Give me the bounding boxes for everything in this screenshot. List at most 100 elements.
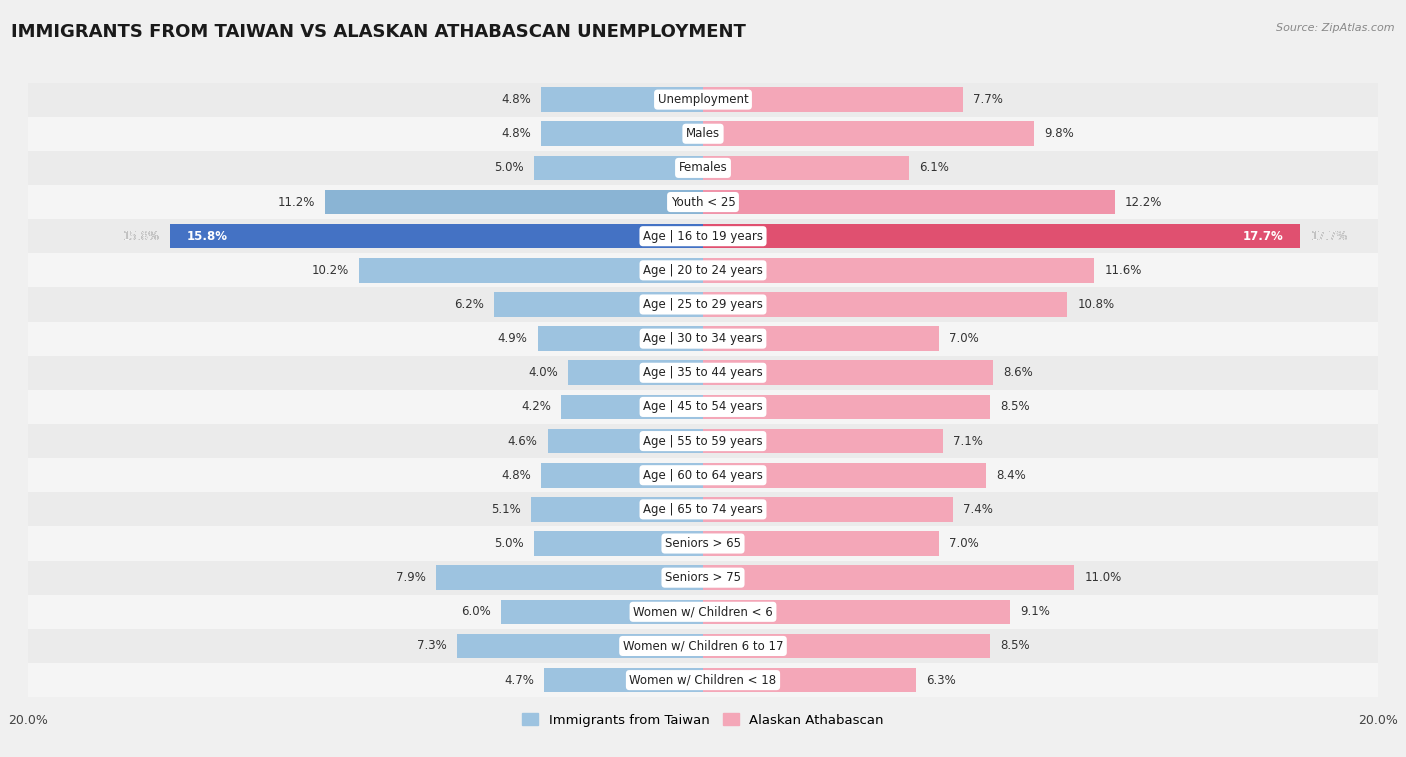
Text: 11.0%: 11.0% xyxy=(1084,572,1122,584)
Bar xyxy=(359,258,703,282)
Text: 15.8%: 15.8% xyxy=(122,229,160,243)
Bar xyxy=(541,463,703,488)
Bar xyxy=(28,458,1378,492)
Bar xyxy=(537,326,703,351)
Text: Seniors > 75: Seniors > 75 xyxy=(665,572,741,584)
Text: 4.9%: 4.9% xyxy=(498,332,527,345)
Bar xyxy=(703,531,939,556)
Bar xyxy=(548,428,703,453)
Text: 10.2%: 10.2% xyxy=(312,264,349,277)
Text: 7.0%: 7.0% xyxy=(949,332,979,345)
Text: 5.0%: 5.0% xyxy=(495,161,524,174)
Text: Age | 60 to 64 years: Age | 60 to 64 years xyxy=(643,469,763,481)
Text: 8.5%: 8.5% xyxy=(1000,400,1029,413)
Bar xyxy=(28,663,1378,697)
Bar xyxy=(28,151,1378,185)
Bar xyxy=(568,360,703,385)
Text: 17.7%: 17.7% xyxy=(1310,229,1348,243)
Text: 8.6%: 8.6% xyxy=(1004,366,1033,379)
Bar xyxy=(703,258,1094,282)
Bar xyxy=(494,292,703,316)
Legend: Immigrants from Taiwan, Alaskan Athabascan: Immigrants from Taiwan, Alaskan Athabasc… xyxy=(517,708,889,732)
Text: Age | 45 to 54 years: Age | 45 to 54 years xyxy=(643,400,763,413)
Bar xyxy=(703,428,942,453)
Text: Males: Males xyxy=(686,127,720,140)
Text: 7.9%: 7.9% xyxy=(396,572,426,584)
Text: Women w/ Children 6 to 17: Women w/ Children 6 to 17 xyxy=(623,640,783,653)
Bar xyxy=(703,497,953,522)
Text: Youth < 25: Youth < 25 xyxy=(671,195,735,208)
Bar xyxy=(501,600,703,624)
Bar xyxy=(457,634,703,659)
Bar xyxy=(544,668,703,693)
Text: 7.7%: 7.7% xyxy=(973,93,1002,106)
Text: 7.1%: 7.1% xyxy=(953,435,983,447)
Bar xyxy=(703,668,915,693)
Bar xyxy=(703,463,987,488)
Bar xyxy=(703,634,990,659)
Text: 15.8%: 15.8% xyxy=(187,229,228,243)
Text: 11.2%: 11.2% xyxy=(277,195,315,208)
Bar xyxy=(28,117,1378,151)
Text: 8.4%: 8.4% xyxy=(997,469,1026,481)
Text: Age | 20 to 24 years: Age | 20 to 24 years xyxy=(643,264,763,277)
Bar xyxy=(325,190,703,214)
Text: Age | 30 to 34 years: Age | 30 to 34 years xyxy=(643,332,763,345)
Text: Source: ZipAtlas.com: Source: ZipAtlas.com xyxy=(1277,23,1395,33)
Text: Women w/ Children < 6: Women w/ Children < 6 xyxy=(633,606,773,618)
Text: 17.7%: 17.7% xyxy=(1243,229,1284,243)
Bar xyxy=(28,629,1378,663)
Text: Age | 65 to 74 years: Age | 65 to 74 years xyxy=(643,503,763,516)
Bar xyxy=(703,292,1067,316)
Bar xyxy=(28,526,1378,561)
Bar xyxy=(703,360,993,385)
Text: 4.7%: 4.7% xyxy=(505,674,534,687)
Text: 7.3%: 7.3% xyxy=(416,640,447,653)
Bar xyxy=(28,424,1378,458)
Bar xyxy=(28,561,1378,595)
Text: Unemployment: Unemployment xyxy=(658,93,748,106)
Bar xyxy=(436,565,703,590)
Text: 7.0%: 7.0% xyxy=(949,537,979,550)
Bar xyxy=(28,219,1378,254)
Bar xyxy=(534,156,703,180)
Text: 9.8%: 9.8% xyxy=(1043,127,1074,140)
Bar xyxy=(703,224,1301,248)
Bar xyxy=(703,156,908,180)
Text: 17.7%: 17.7% xyxy=(1310,229,1348,243)
Bar xyxy=(703,326,939,351)
Bar xyxy=(28,356,1378,390)
Bar xyxy=(28,390,1378,424)
Bar xyxy=(703,121,1033,146)
Text: Seniors > 65: Seniors > 65 xyxy=(665,537,741,550)
Bar xyxy=(28,492,1378,526)
Text: 4.2%: 4.2% xyxy=(522,400,551,413)
Bar xyxy=(28,288,1378,322)
Bar xyxy=(28,322,1378,356)
Text: 4.8%: 4.8% xyxy=(501,469,531,481)
Text: 6.0%: 6.0% xyxy=(461,606,491,618)
Bar xyxy=(703,394,990,419)
Text: 6.2%: 6.2% xyxy=(454,298,484,311)
Text: IMMIGRANTS FROM TAIWAN VS ALASKAN ATHABASCAN UNEMPLOYMENT: IMMIGRANTS FROM TAIWAN VS ALASKAN ATHABA… xyxy=(11,23,747,41)
Text: Age | 55 to 59 years: Age | 55 to 59 years xyxy=(643,435,763,447)
Text: 4.8%: 4.8% xyxy=(501,93,531,106)
Bar xyxy=(561,394,703,419)
Text: Age | 25 to 29 years: Age | 25 to 29 years xyxy=(643,298,763,311)
Bar xyxy=(541,121,703,146)
Bar xyxy=(703,87,963,112)
Text: 8.5%: 8.5% xyxy=(1000,640,1029,653)
Bar xyxy=(28,595,1378,629)
Bar xyxy=(531,497,703,522)
Text: 4.0%: 4.0% xyxy=(529,366,558,379)
Text: 6.3%: 6.3% xyxy=(925,674,956,687)
Text: Age | 35 to 44 years: Age | 35 to 44 years xyxy=(643,366,763,379)
Text: Women w/ Children < 18: Women w/ Children < 18 xyxy=(630,674,776,687)
Bar xyxy=(28,254,1378,288)
Text: Age | 16 to 19 years: Age | 16 to 19 years xyxy=(643,229,763,243)
Bar xyxy=(534,531,703,556)
Text: 12.2%: 12.2% xyxy=(1125,195,1163,208)
Bar xyxy=(703,600,1010,624)
Text: 9.1%: 9.1% xyxy=(1021,606,1050,618)
Text: 15.8%: 15.8% xyxy=(122,229,160,243)
